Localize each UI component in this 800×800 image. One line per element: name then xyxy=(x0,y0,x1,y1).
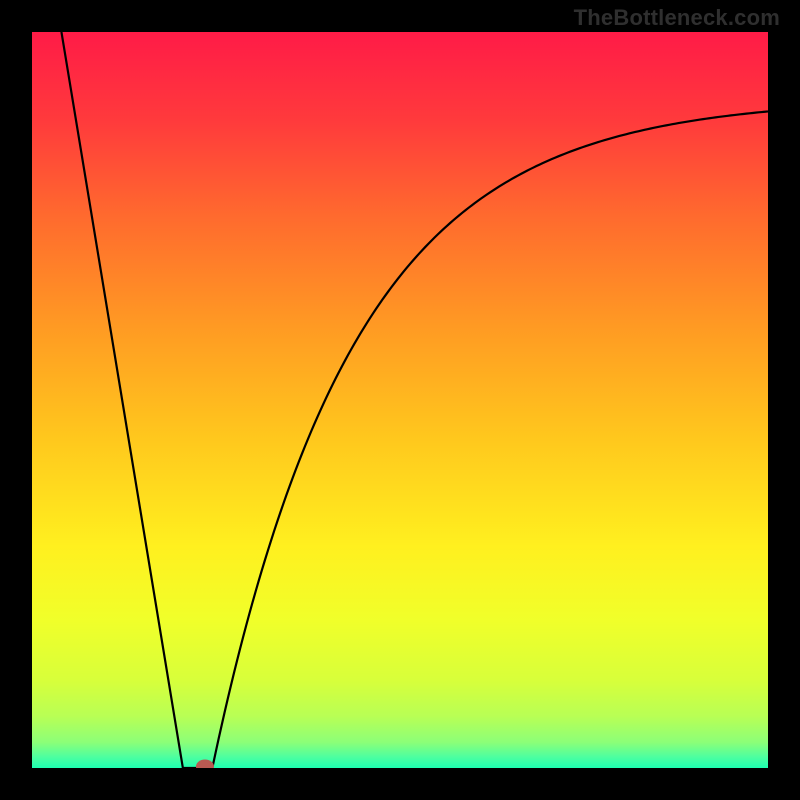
plot-area xyxy=(32,32,768,768)
plot-svg xyxy=(32,32,768,768)
watermark-text: TheBottleneck.com xyxy=(574,5,780,31)
chart-container: TheBottleneck.com xyxy=(0,0,800,800)
gradient-background xyxy=(32,32,768,768)
